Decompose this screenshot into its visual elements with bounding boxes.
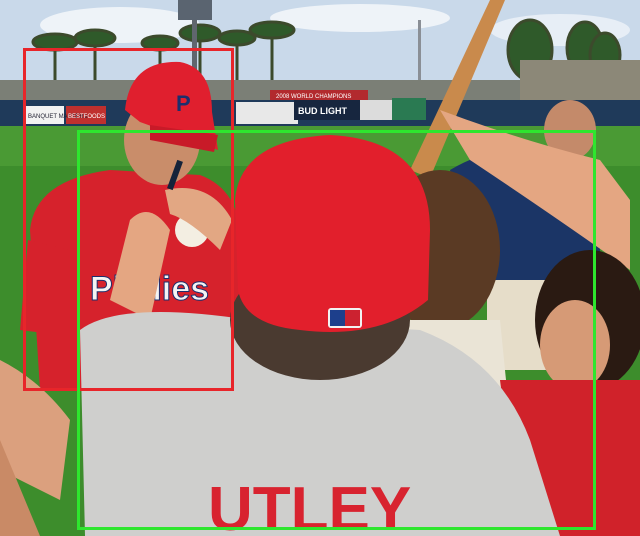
foreground-shoulder (0, 440, 40, 536)
light-pole (418, 20, 421, 92)
champions-banner (270, 90, 368, 100)
baseball-bat (410, 0, 505, 178)
sign-banquet-masters: BANQUET MASTERS (28, 114, 88, 120)
scoreboard (178, 0, 212, 20)
red-bounding-box (23, 48, 234, 391)
green-bounding-box (77, 130, 596, 530)
shirt-text: UTLEY (208, 475, 411, 536)
pen (167, 159, 183, 191)
foreground-arm (0, 360, 70, 500)
sign-bud-light: BUD LIGHT (298, 106, 347, 116)
banner-text: 2008 WORLD CHAMPIONS (276, 94, 351, 100)
mlb-logo-blue (330, 310, 345, 326)
cloud (270, 4, 450, 32)
arm (440, 110, 630, 270)
hand (165, 188, 232, 250)
arm (110, 212, 170, 320)
cap-logo: P (176, 91, 191, 116)
ad-signs (26, 98, 426, 124)
sign-bestfoods: BESTFOODS (68, 114, 105, 120)
mlb-logo-red (345, 310, 360, 326)
fan-main: UTLEY (80, 135, 560, 536)
scoreboard-pole (192, 20, 197, 90)
